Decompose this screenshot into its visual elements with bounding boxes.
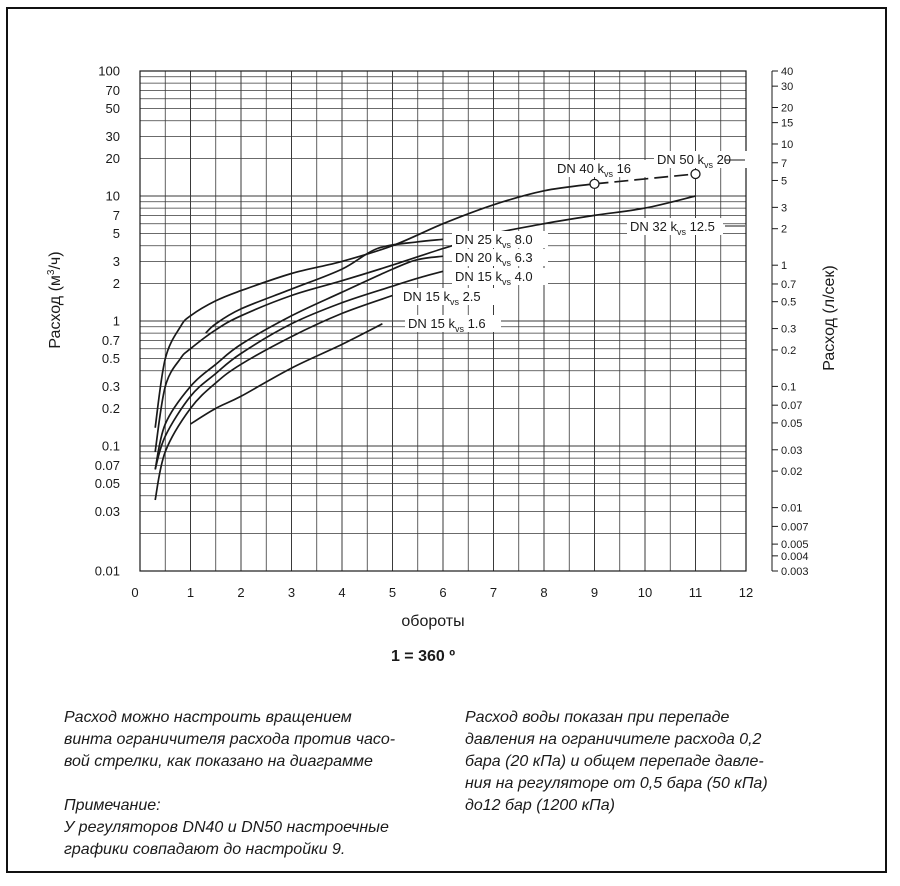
y-right-tick-label: 0.03 (781, 445, 802, 457)
y-tick-label: 2 (113, 276, 120, 291)
y-right-tick-label: 5 (781, 175, 787, 187)
pressure-note: Расход воды показан при перепаде давлени… (465, 709, 768, 814)
y-right-tick-label: 0.5 (781, 297, 796, 309)
y-tick-label: 30 (106, 129, 120, 144)
y-tick-label: 50 (106, 101, 120, 116)
y-right-tick-label: 15 (781, 118, 793, 130)
y-right-tick-label: 0.004 (781, 551, 809, 563)
x-tick-label: 0 (131, 585, 138, 600)
series-label: DN 15 kvs 4.0 (455, 269, 533, 287)
series-labels: DN 50 kvs 20 DN 40 kvs 16 DN 32 kvs 12.5 DN… (400, 151, 750, 334)
y-tick-label: 0.1 (102, 439, 120, 454)
plot-border (139, 70, 747, 572)
y-right-tick-label: 0.003 (781, 566, 809, 578)
x-tick-label: 7 (490, 585, 497, 600)
y-right-tick-label: 0.01 (781, 503, 802, 515)
series-label-bg (452, 268, 548, 285)
y-right-tick-label: 0.007 (781, 521, 809, 533)
series-marker (589, 178, 600, 190)
y-right-tick-label: 1 (781, 260, 787, 272)
x-tick-label: 9 (591, 585, 598, 600)
series-label-bg (654, 151, 750, 168)
y-right-tick-label: 20 (781, 102, 793, 114)
y-left-axis: 0.01 0.03 0.05 0.07 0.1 0.2 0.3 0.5 0.7 1 2 3 5 7 10 20… (95, 64, 120, 579)
series-line (154, 294, 393, 501)
y-tick-label: 10 (106, 189, 120, 204)
y-tick-label: 0.3 (102, 379, 120, 394)
y-tick-label: 0.2 (102, 401, 120, 416)
y-right-tick-label: 0.07 (781, 400, 802, 412)
series-label-bg (400, 288, 496, 305)
series-marker (690, 168, 701, 180)
series-label-bg (554, 160, 650, 177)
series-line (190, 323, 383, 425)
series-line (154, 255, 444, 470)
series-label: DN 40 kvs 16 (557, 161, 631, 179)
y-right-tick-label: 2 (781, 224, 787, 236)
x-tick-label: 12 (739, 585, 753, 600)
y-tick-label: 5 (113, 226, 120, 241)
y-tick-label: 70 (106, 83, 120, 98)
adjustment-note: Расход можно настроить вращением винта о… (64, 709, 396, 770)
series-line (154, 183, 595, 428)
series-label: DN 50 kvs 20 (657, 152, 731, 170)
x-tick-label: 10 (638, 585, 652, 600)
series-label: DN 25 kvs 8.0 (455, 232, 533, 250)
y-tick-label: 0.03 (95, 504, 120, 519)
series-label: DN 32 kvs 12.5 (630, 219, 715, 237)
y-right-tick-label: 0.02 (781, 466, 802, 478)
y-left-axis-title: Расход (м3/ч) (46, 251, 64, 348)
y-tick-label: 7 (113, 208, 120, 223)
x-tick-label: 1 (187, 585, 194, 600)
y-right-tick-label: 30 (781, 81, 793, 93)
y-right-tick-label: 3 (781, 202, 787, 214)
series-label-bg (405, 315, 501, 332)
series-label: DN 15 kvs 2.5 (403, 289, 481, 307)
x-axis: 0 1 2 3 4 5 6 7 8 9 10 11 12 (131, 585, 753, 600)
x-tick-label: 3 (288, 585, 295, 600)
x-tick-label: 8 (540, 585, 547, 600)
y-right-tick-label: 0.3 (781, 324, 796, 336)
y-tick-label: 1 (113, 314, 120, 329)
x-tick-label: 5 (389, 585, 396, 600)
x-tick-label: 11 (689, 585, 703, 600)
series-label: DN 20 kvs 6.3 (455, 250, 533, 268)
x-tick-label: 4 (338, 585, 345, 600)
y-tick-label: 0.07 (95, 458, 120, 473)
y-tick-label: 100 (98, 64, 120, 79)
x-tick-label: 2 (237, 585, 244, 600)
y-tick-label: 0.7 (102, 333, 120, 348)
series-label-bg (452, 249, 548, 266)
y-right-tick-label: 0.2 (781, 345, 796, 357)
series-label-bg (627, 218, 723, 235)
series-line (154, 270, 444, 470)
y-tick-label: 0.5 (102, 351, 120, 366)
flow-rate-chart: 0.010.030.050.070.10.20.30.50.7123571020… (46, 64, 838, 666)
y-right-tick-label: 7 (781, 158, 787, 170)
y-right-axis-title: Расход (л/сек) (821, 265, 838, 371)
y-right-tick-label: 0.005 (781, 539, 809, 551)
y-right-tick-label: 10 (781, 139, 793, 151)
y-tick-label: 0.01 (95, 564, 120, 579)
y-tick-label: 3 (113, 254, 120, 269)
x-tick-label: 6 (439, 585, 446, 600)
y-right-tick-label: 0.05 (781, 418, 802, 430)
dn40-dn50-note: Примечание: У регуляторов DN40 и DN50 на… (64, 797, 389, 858)
y-right-tick-label: 0.1 (781, 381, 796, 393)
y-tick-label: 20 (106, 151, 120, 166)
series-line (594, 173, 696, 185)
series-line (205, 238, 444, 334)
figure-frame (6, 7, 887, 873)
y-tick-label: 0.05 (95, 476, 120, 491)
series-line (154, 195, 696, 452)
y-right-tick-label: 40 (781, 66, 793, 78)
x-axis-title: обороты (401, 613, 464, 630)
y-right-tick-label: 0.7 (781, 279, 796, 291)
series-label-bg (452, 231, 548, 248)
curves (154, 173, 696, 501)
turn-definition: 1 = 360 º (391, 648, 455, 665)
series-label: DN 15 kvs 1.6 (408, 316, 486, 334)
